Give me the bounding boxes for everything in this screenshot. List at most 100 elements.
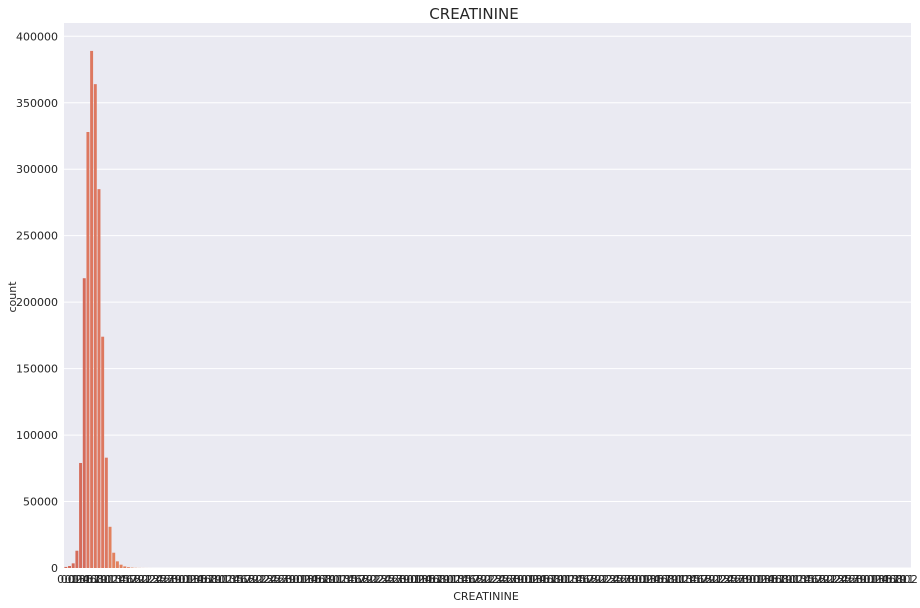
x-tick-label: 2.6 — [724, 573, 742, 586]
x-tick-label: 2.4 — [488, 573, 506, 586]
y-axis-label: count — [6, 281, 19, 313]
x-tick-label: 1.1 — [440, 573, 458, 586]
x-tick-label: 3.0 — [510, 573, 528, 586]
x-tick-label: 2.0 — [359, 573, 377, 586]
x-tick-label: 2.4 — [260, 573, 278, 586]
x-tick-label: 0.2 — [635, 573, 653, 586]
bar — [86, 132, 90, 568]
x-tick-label: 2.1 — [591, 573, 609, 586]
x-tick-label: 1.5 — [226, 573, 244, 586]
x-tick-label: 2.8 — [160, 573, 178, 586]
x-tick-label: 2.9 — [621, 573, 639, 586]
x-tick-label: 1.8 — [808, 573, 826, 586]
x-tick-label: 0.8 — [315, 573, 333, 586]
x-tick-label: 0.9 — [889, 573, 907, 586]
x-tick-label: 1.2 — [101, 573, 119, 586]
x-tick-label: 0.5 — [76, 573, 94, 586]
x-tick-label: 1.0 — [322, 573, 340, 586]
y-tick-label: 150000 — [16, 363, 58, 376]
x-tick-label: 1.8 — [466, 573, 484, 586]
x-tick-label: 2.2 — [366, 573, 384, 586]
x-tick-label: 2.3 — [256, 573, 274, 586]
x-tick-label: 2.8 — [617, 573, 635, 586]
x-tick-label: 0.6 — [308, 573, 326, 586]
x-tick-label: 0.9 — [775, 573, 793, 586]
x-tick-label: 2.1 — [819, 573, 837, 586]
y-axis-ticks: 0 50000 100000 150000 200000 250000 300000 3500… — [16, 30, 58, 575]
x-tick-label: 1.3 — [562, 573, 580, 586]
x-tick-label: 0.7 — [654, 573, 672, 586]
x-tick-label: 0.9 — [319, 573, 337, 586]
y-tick-label: 250000 — [16, 230, 58, 243]
x-tick-label: 0.1 — [746, 573, 764, 586]
x-tick-label: 0.6 — [422, 573, 440, 586]
y-tick-label: 400000 — [16, 30, 58, 43]
x-tick-label: 2.5 — [263, 573, 281, 586]
x-tick-label: 1.3 — [105, 573, 123, 586]
x-tick-label: 0.4 — [757, 573, 775, 586]
x-tick-label: 1.7 — [234, 573, 252, 586]
x-tick-label: 0.0 — [285, 573, 303, 586]
x-tick-label: 1.2 — [215, 573, 233, 586]
x-tick-label: 0.2 — [521, 573, 539, 586]
x-tick-label: 1.1 — [668, 573, 686, 586]
x-tick-label: 2.9 — [164, 573, 182, 586]
x-tick-label: 0.0 — [57, 573, 75, 586]
x-tick-label: 2.8 — [274, 573, 292, 586]
x-tick-label: 2.6 — [838, 573, 856, 586]
x-tick-label: 0.6 — [764, 573, 782, 586]
x-tick-label: 2.8 — [845, 573, 863, 586]
x-tick-label: 2.7 — [499, 573, 517, 586]
x-tick-label: 2.2 — [595, 573, 613, 586]
x-tick-label: 0.7 — [311, 573, 329, 586]
x-tick-label: 2.5 — [834, 573, 852, 586]
x-tick-label: 0.2 — [864, 573, 882, 586]
x-tick-label: 2.0 — [473, 573, 491, 586]
grid-lines — [64, 35, 911, 569]
x-tick-label: 3.0 — [738, 573, 756, 586]
x-tick-label: 2.1 — [249, 573, 267, 586]
x-tick-label: 0.4 — [414, 573, 432, 586]
x-tick-label: 2.4 — [830, 573, 848, 586]
x-tick-label: 1.7 — [691, 573, 709, 586]
bar — [119, 564, 123, 568]
x-tick-label: 0.9 — [90, 573, 108, 586]
x-tick-label: 2.4 — [602, 573, 620, 586]
x-tick-label: 3.0 — [396, 573, 414, 586]
x-tick-label: 0.3 — [411, 573, 429, 586]
x-tick-label: 0.7 — [425, 573, 443, 586]
x-tick-label: 0.1 — [403, 573, 421, 586]
x-tick-label: 1.1 — [554, 573, 572, 586]
x-tick-label: 1.5 — [797, 573, 815, 586]
bar — [97, 189, 101, 568]
x-tick-label: 0.1 — [517, 573, 535, 586]
x-tick-label: 1.4 — [679, 573, 697, 586]
x-tick-label: 0.2 — [407, 573, 425, 586]
x-tick-label: 2.0 — [587, 573, 605, 586]
x-tick-label: 1.5 — [341, 573, 359, 586]
x-tick-label: 1.0 — [208, 573, 226, 586]
x-tick-label: 1.6 — [573, 573, 591, 586]
x-tick-label: 0.8 — [87, 573, 105, 586]
x-tick-label: 2.0 — [702, 573, 720, 586]
x-tick-label: 1.8 — [694, 573, 712, 586]
x-tick-label: 0.3 — [68, 573, 86, 586]
x-tick-label: 1.1 — [897, 573, 915, 586]
x-tick-label: 1.5 — [112, 573, 130, 586]
x-tick-label: 2.6 — [381, 573, 399, 586]
bar — [79, 462, 83, 568]
x-tick-label: 1.2 — [444, 573, 462, 586]
x-tick-label: 0.2 — [293, 573, 311, 586]
x-tick-label: 0.3 — [867, 573, 885, 586]
x-tick-label: 1.5 — [683, 573, 701, 586]
x-tick-label: 2.9 — [735, 573, 753, 586]
x-tick-label: 0.6 — [536, 573, 554, 586]
x-tick-label: 1.0 — [94, 573, 112, 586]
x-tick-label: 1.7 — [120, 573, 138, 586]
x-tick-label: 0.4 — [186, 573, 204, 586]
x-tick-label: 0.1 — [860, 573, 878, 586]
x-tick-label: 2.8 — [389, 573, 407, 586]
x-tick-label: 0.4 — [72, 573, 90, 586]
x-tick-label: 0.7 — [882, 573, 900, 586]
y-tick-label: 0 — [51, 562, 58, 575]
